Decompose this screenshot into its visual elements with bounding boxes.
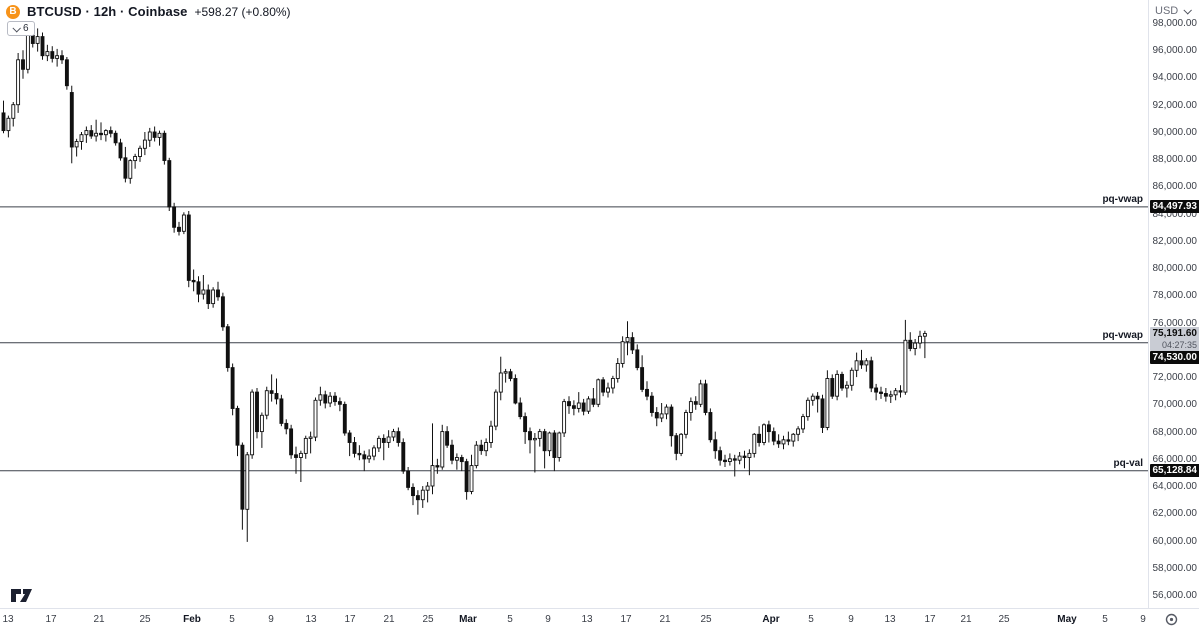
time-tick-month: Mar [459,614,477,625]
candlestick-chart-canvas[interactable] [0,0,1148,608]
price-tick-label: 80,000.00 [1152,263,1198,274]
price-tick-label: 88,000.00 [1152,154,1198,165]
price-tick-label: 94,000.00 [1152,72,1198,83]
time-tick-label: 5 [808,614,814,625]
level-price-badge: 65,128.84 [1150,464,1199,477]
time-tick-label: 25 [998,614,1010,625]
price-tick-label: 92,000.00 [1152,100,1198,111]
price-tick-label: 84,000.00 [1152,209,1198,220]
currency-label: USD [1155,5,1179,17]
level-price-badge: 84,497.93 [1150,200,1199,213]
level-label-pq-val: pq-val [1113,458,1143,469]
price-tick-label: 86,000.00 [1152,181,1198,192]
price-tick-label: 60,000.00 [1152,536,1198,547]
time-tick-label: 13 [305,614,317,625]
time-tick-label: 5 [507,614,513,625]
price-tick-label: 90,000.00 [1152,127,1198,138]
bar-countdown: 04:27:35 [1161,339,1197,350]
symbol-title[interactable]: BTCUSD · 12h · Coinbase [27,4,188,19]
price-change: +598.27 (+0.80%) [194,4,291,19]
bitcoin-icon: B [6,4,20,19]
time-tick-label: 25 [700,614,712,625]
time-tick-month: Feb [183,614,201,625]
time-tick-label: 9 [1140,614,1146,625]
candles[interactable] [0,23,1148,542]
price-tick-label: 68,000.00 [1152,427,1198,438]
price-tick-label: 96,000.00 [1152,45,1198,56]
time-tick-label: 9 [545,614,551,625]
timezone-clock-icon[interactable] [1165,613,1178,626]
object-tree-badge[interactable]: 6 [7,21,35,36]
time-tick-month: Apr [762,614,780,625]
level-label-pq-vwap: pq-vwap [1102,330,1143,341]
price-tick-label: 58,000.00 [1152,563,1198,574]
price-tick-label: 72,000.00 [1152,372,1198,383]
last-price-badge: 75,191.60 04:27:35 [1150,327,1199,351]
time-tick-label: 13 [2,614,14,625]
price-tick-label: 70,000.00 [1152,399,1198,410]
chevron-down-icon [12,23,21,33]
time-tick-label: 25 [139,614,151,625]
time-axis[interactable]: 13 17 21 25 Feb 5 9 13 17 21 25 Mar 5 9 13 17 21 25 Apr 5 9 1… [0,608,1199,632]
object-count: 6 [23,23,29,34]
price-tick-label: 56,000.00 [1152,590,1198,601]
time-tick-month: May [1057,614,1077,625]
price-tick-label: 66,000.00 [1152,454,1198,465]
price-tick-label: 62,000.00 [1152,508,1198,519]
time-tick-label: 17 [620,614,632,625]
chart-legend: B BTCUSD · 12h · Coinbase +598.27 (+0.80… [6,4,291,19]
time-tick-label: 17 [344,614,356,625]
time-tick-label: 5 [1102,614,1108,625]
time-tick-label: 17 [924,614,936,625]
price-tick-label: 76,000.00 [1152,318,1198,329]
time-tick-label: 21 [383,614,395,625]
price-tick-label: 82,000.00 [1152,236,1198,247]
time-tick-label: 9 [268,614,274,625]
level-price-badge: 74,530.00 [1150,351,1199,364]
time-tick-label: 13 [581,614,593,625]
time-tick-label: 21 [93,614,105,625]
price-tick-label: 64,000.00 [1152,481,1198,492]
level-label-pq-vwap: pq-vwap [1102,194,1143,205]
price-tick-label: 98,000.00 [1152,18,1198,29]
time-tick-label: 17 [45,614,57,625]
last-price-value: 75,191.60 [1152,328,1198,339]
currency-selector[interactable]: USD [1155,5,1193,17]
time-tick-label: 13 [884,614,896,625]
time-tick-label: 5 [229,614,235,625]
price-tick-label: 78,000.00 [1152,290,1198,301]
tradingview-logo[interactable] [10,587,40,604]
time-tick-label: 21 [659,614,671,625]
price-axis[interactable]: 98,000.00 96,000.00 94,000.00 92,000.00 90,0… [1148,0,1199,608]
time-tick-label: 21 [960,614,972,625]
time-tick-label: 25 [422,614,434,625]
time-tick-label: 9 [848,614,854,625]
